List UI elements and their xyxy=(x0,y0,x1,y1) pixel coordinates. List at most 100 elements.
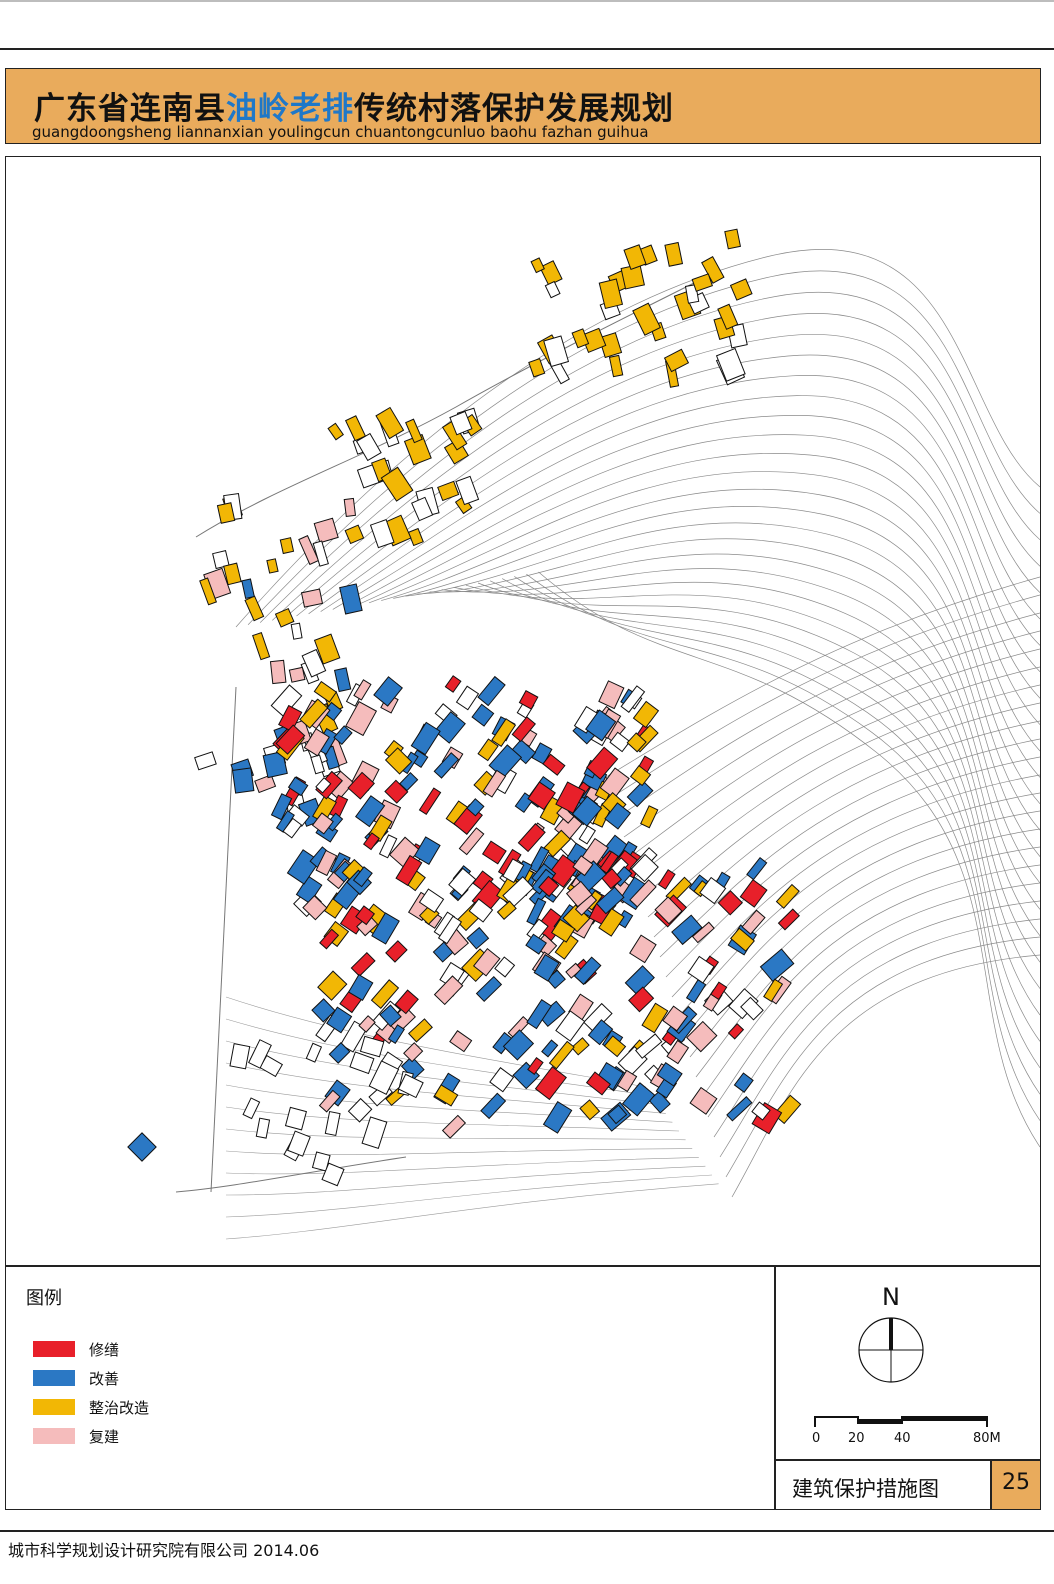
building xyxy=(248,1039,272,1069)
legend-label: 修缮 xyxy=(89,1340,120,1359)
building xyxy=(571,328,590,349)
contour-line xyxy=(368,471,1040,778)
building xyxy=(455,475,480,506)
building xyxy=(300,588,324,608)
building xyxy=(242,1097,261,1120)
compass-north-label: N xyxy=(882,1283,900,1311)
contour-line xyxy=(429,553,1040,910)
building xyxy=(433,752,460,779)
building xyxy=(491,718,517,748)
building xyxy=(279,537,295,555)
building xyxy=(543,335,570,368)
village-map xyxy=(127,228,1040,1240)
building xyxy=(407,1018,433,1043)
building xyxy=(699,876,727,905)
title-highlight: 油岭老排 xyxy=(226,91,354,127)
title-bar: 广东省连南县油岭老排传统村落保护发展规划 guangdoongsheng lia… xyxy=(5,68,1041,144)
legend-item-repair: 修缮 xyxy=(33,1340,120,1359)
contour-line xyxy=(225,1018,653,1097)
map-frame: 图例 修缮 改善 整治改造 复建 N 0 20 40 80M 建筑保护措施图 2… xyxy=(5,156,1041,1510)
contour-line xyxy=(381,488,1040,805)
contour-line xyxy=(677,792,1040,1018)
building xyxy=(303,728,330,757)
contour-line xyxy=(259,291,1040,623)
building xyxy=(573,956,602,986)
building xyxy=(448,867,477,897)
building xyxy=(724,228,742,250)
contour-line xyxy=(308,375,1040,646)
contour-line xyxy=(725,936,1040,1178)
page-number: 25 xyxy=(1002,1470,1030,1495)
building xyxy=(585,709,617,742)
building xyxy=(525,933,547,955)
building xyxy=(729,278,753,301)
building xyxy=(355,432,382,462)
building xyxy=(274,607,295,628)
building xyxy=(333,725,353,745)
building xyxy=(384,747,413,775)
building xyxy=(284,1106,308,1131)
contour-line xyxy=(689,828,1040,1058)
building xyxy=(656,1061,683,1087)
building xyxy=(746,856,768,881)
scale-label-80: 80M xyxy=(973,1431,1001,1446)
building xyxy=(282,817,303,839)
building xyxy=(270,684,303,718)
building xyxy=(269,659,287,685)
building xyxy=(437,915,463,945)
building xyxy=(385,940,408,963)
name-divider xyxy=(774,1459,1040,1461)
building xyxy=(621,1082,656,1117)
building xyxy=(502,858,525,884)
legend-title: 图例 xyxy=(26,1288,62,1309)
building xyxy=(578,825,596,845)
road-line xyxy=(195,276,707,538)
contour-line xyxy=(635,666,1040,878)
building xyxy=(441,1114,467,1139)
building xyxy=(595,886,625,915)
contour-line xyxy=(225,1084,673,1123)
building xyxy=(572,855,594,877)
page-number-box: 25 xyxy=(992,1461,1040,1509)
building xyxy=(375,406,405,440)
contour-line xyxy=(417,538,1040,884)
building xyxy=(194,751,217,771)
building xyxy=(286,849,321,885)
building xyxy=(616,1069,638,1093)
contour-line xyxy=(332,415,1040,699)
contour-line xyxy=(713,900,1040,1138)
building xyxy=(255,1117,271,1139)
building xyxy=(343,497,357,517)
compass-icon xyxy=(858,1317,924,1383)
contour-line xyxy=(617,612,1040,818)
contour-line xyxy=(629,648,1040,858)
building xyxy=(691,921,715,944)
building xyxy=(216,502,236,524)
building xyxy=(541,1039,559,1058)
building xyxy=(411,496,434,522)
building xyxy=(319,928,340,950)
page-frame-line xyxy=(0,48,1054,50)
building xyxy=(262,750,288,779)
drawing-name: 建筑保护措施图 xyxy=(792,1477,939,1501)
legend-item-rectify: 整治改造 xyxy=(33,1398,149,1417)
building xyxy=(663,348,690,373)
building xyxy=(654,896,683,925)
building xyxy=(324,1110,341,1137)
building xyxy=(413,836,441,866)
building xyxy=(641,1002,669,1034)
building xyxy=(444,675,462,693)
building xyxy=(587,1019,614,1046)
contour-line xyxy=(344,434,1040,725)
building xyxy=(318,1089,341,1113)
building xyxy=(312,540,329,567)
building xyxy=(333,667,352,693)
building xyxy=(344,415,367,442)
building xyxy=(600,868,623,890)
road-line xyxy=(175,1156,407,1193)
footer-line xyxy=(0,1530,1054,1532)
building xyxy=(369,519,395,549)
legend-item-rebuild: 复建 xyxy=(33,1427,119,1446)
building xyxy=(434,711,466,744)
contour-line xyxy=(225,1174,713,1218)
